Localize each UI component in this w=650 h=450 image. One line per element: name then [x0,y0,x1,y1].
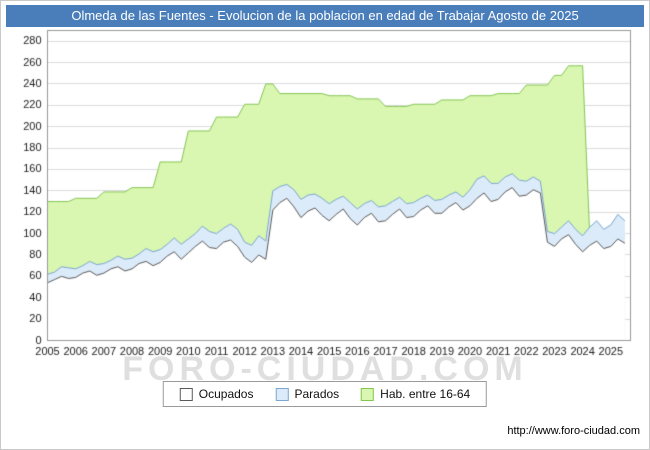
legend-item-parados: Parados [275,387,339,401]
ocupados-swatch-icon [179,387,193,401]
legend-item-ocupados: Ocupados [179,387,254,401]
legend-label-hab-16-64: Hab. entre 16-64 [380,387,471,401]
legend-label-parados: Parados [294,387,340,401]
chart-legend: Ocupados Parados Hab. entre 16-64 [162,381,488,407]
legend-label-ocupados: Ocupados [198,387,254,401]
hab-16-64-swatch-icon [361,387,375,401]
footer-link[interactable]: http://www.foro-ciudad.com [507,425,640,437]
parados-swatch-icon [275,387,289,401]
legend-item-hab-16-64: Hab. entre 16-64 [361,387,470,401]
